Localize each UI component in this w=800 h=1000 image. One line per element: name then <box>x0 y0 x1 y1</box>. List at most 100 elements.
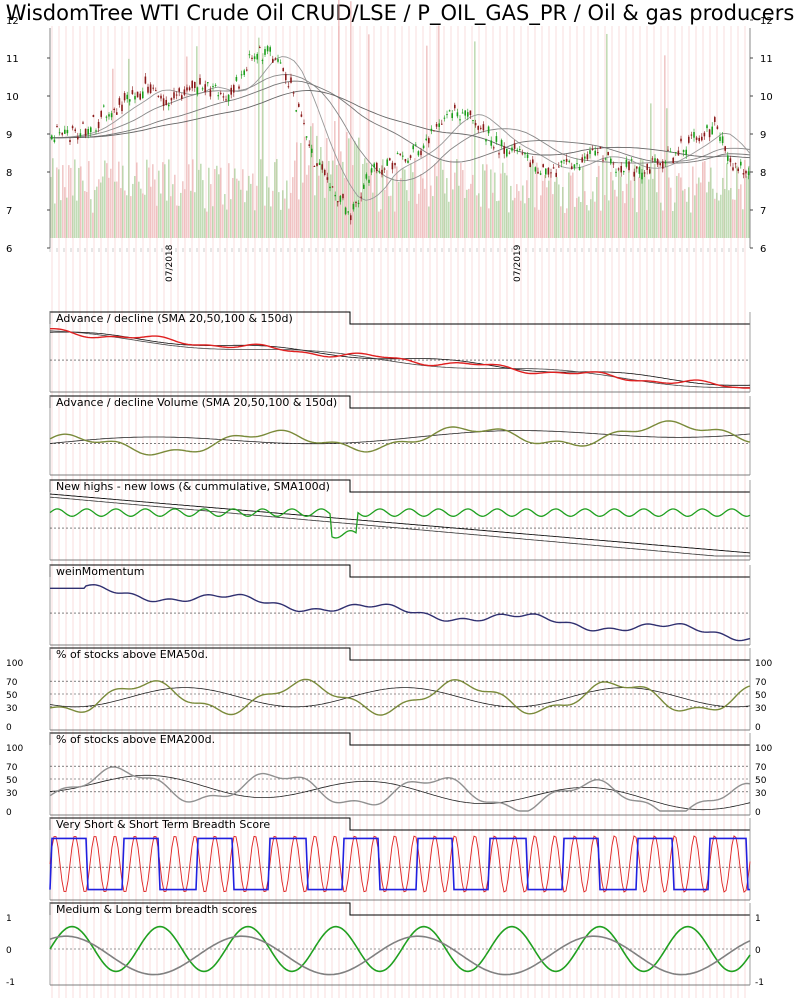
volume-bar <box>278 192 280 238</box>
y-tick-label-left: 10 <box>6 92 19 103</box>
volume-bar <box>368 34 370 239</box>
volume-bar <box>380 209 382 238</box>
volume-bar <box>384 189 386 238</box>
volume-bar <box>612 180 614 238</box>
candle-body <box>97 121 100 129</box>
volume-bar <box>516 184 518 238</box>
candle-body <box>464 110 466 116</box>
panel-y-tick-label-left: 0 <box>6 808 12 818</box>
volume-bar <box>620 176 622 238</box>
candle-body <box>438 123 440 127</box>
volume-bar <box>154 179 156 238</box>
candle-body <box>352 203 355 210</box>
candle-body <box>350 215 352 221</box>
candle-body <box>399 153 401 155</box>
volume-bar <box>658 159 660 238</box>
candle-body <box>227 94 230 102</box>
breadth-line <box>49 925 751 973</box>
panel-y-tick-label-left: 70 <box>6 763 18 773</box>
volume-bar <box>56 167 58 238</box>
candle-body <box>58 132 61 134</box>
volume-bar <box>744 160 746 238</box>
candle-body <box>66 129 69 134</box>
y-tick-label-right: 8 <box>760 168 766 179</box>
panel-y-tick-label-right: 0 <box>755 946 761 956</box>
volume-bar <box>372 192 374 238</box>
volume-bar <box>232 177 234 238</box>
volume-bar <box>724 188 726 238</box>
volume-bar <box>588 210 590 238</box>
volume-bar <box>152 164 154 238</box>
candle-body <box>404 159 407 162</box>
volume-bar <box>140 188 142 238</box>
volume-bar <box>442 169 444 238</box>
candle-body <box>508 152 511 154</box>
candle-body <box>568 160 570 163</box>
candle-body <box>456 112 459 117</box>
candle-body <box>724 146 726 151</box>
volume-bar <box>238 180 240 238</box>
volume-bar <box>294 160 296 238</box>
candle-body <box>519 149 521 151</box>
panel-y-tick-label-right: 70 <box>755 763 767 773</box>
volume-bar <box>376 166 378 238</box>
volume-bar <box>566 208 568 238</box>
volume-bar <box>572 172 574 238</box>
candle-body <box>378 171 381 173</box>
volume-bar <box>604 195 606 238</box>
volume-bar <box>256 185 258 238</box>
volume-bar <box>224 194 226 238</box>
volume-bar <box>734 199 736 238</box>
candle-body <box>597 152 599 154</box>
candle-body <box>79 133 82 137</box>
candle-body <box>188 87 191 91</box>
candle-body <box>599 146 602 149</box>
candle-body <box>308 144 310 146</box>
volume-bar <box>260 159 262 238</box>
candle-body <box>355 202 357 204</box>
volume-bar <box>728 190 730 238</box>
breadth-line <box>49 678 751 716</box>
y-tick-label-right: 11 <box>760 54 773 65</box>
volume-bar <box>326 138 328 238</box>
candle-body <box>607 151 609 156</box>
candle-body <box>360 196 362 198</box>
volume-bar <box>680 177 682 238</box>
candle-body <box>571 166 573 169</box>
volume-bar <box>382 159 384 238</box>
volume-bar <box>594 201 596 238</box>
candle-body <box>667 149 669 151</box>
candle-body <box>636 166 638 169</box>
volume-bar <box>324 197 326 238</box>
candle-body <box>175 94 178 96</box>
volume-bar <box>656 192 658 238</box>
volume-bar <box>732 199 734 238</box>
volume-bar <box>266 176 268 238</box>
candle-body <box>386 159 388 166</box>
panel-y-tick-label-left: 50 <box>6 691 18 701</box>
volume-bar <box>636 212 638 238</box>
volume-bar <box>696 183 698 238</box>
candle-body <box>472 120 474 122</box>
volume-bar <box>144 194 146 238</box>
candle-body <box>732 167 734 171</box>
y-tick-label-right: 7 <box>760 206 766 217</box>
candle-body <box>558 166 560 168</box>
volume-bar <box>420 174 422 238</box>
volume-bar <box>692 166 694 238</box>
candle-body <box>420 150 422 156</box>
volume-bar <box>458 185 460 238</box>
panel-title: Medium & Long term breadth scores <box>56 903 257 916</box>
candle-body <box>199 78 201 85</box>
volume-bar <box>456 159 458 238</box>
volume-bar <box>66 197 68 238</box>
volume-bar <box>166 200 168 238</box>
candle-body <box>389 158 391 161</box>
volume-bar <box>320 147 322 238</box>
volume-bar <box>290 192 292 238</box>
volume-bar <box>352 165 354 238</box>
volume-bar <box>312 123 314 238</box>
volume-bar <box>702 162 704 238</box>
volume-bar <box>706 192 708 238</box>
volume-bar <box>228 163 230 238</box>
